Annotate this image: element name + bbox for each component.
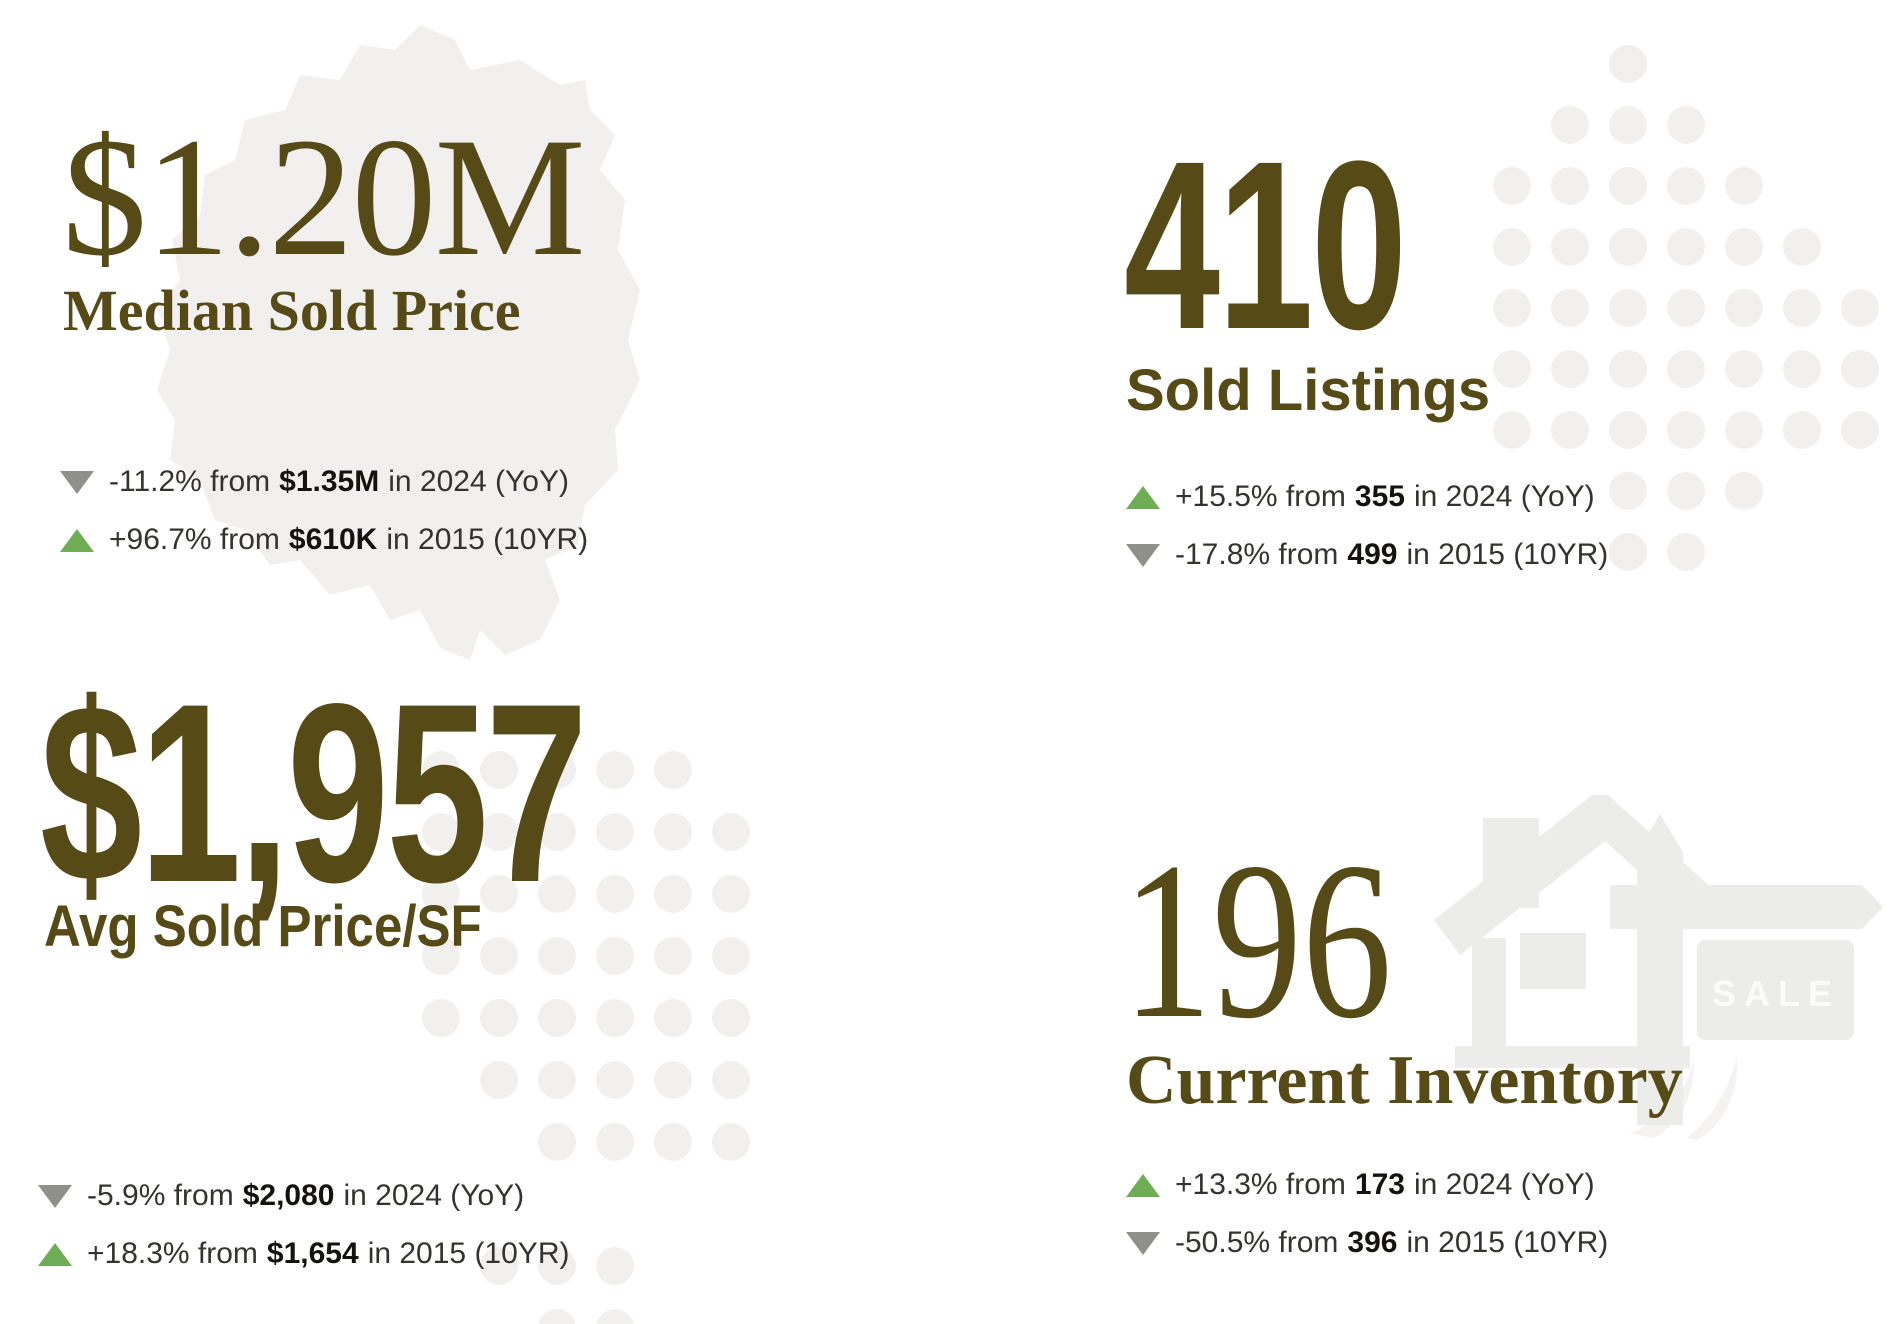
stat-suffix: in 2015 (10YR) [386,523,589,556]
stat-yoy: +13.3% from 173 in 2024 (YoY) [1126,1165,1608,1205]
wall-shape [1472,938,1506,1046]
stat-suffix: in 2015 (10YR) [1406,1226,1609,1259]
stat-value: 499 [1347,538,1398,571]
stat-prefix: -5.9% from [87,1179,234,1212]
triangle-up-icon [1126,485,1160,509]
triangle-up-icon [1126,1173,1160,1197]
current-inventory-value: 196 [1122,815,1392,1065]
sign-arm-shape [1610,885,1883,929]
stat-prefix: -17.8% from [1175,538,1339,571]
triangle-down-icon [1126,543,1160,567]
stat-suffix: in 2024 (YoY) [343,1179,525,1212]
island-blob-shape [157,25,640,660]
triangle-down-icon [38,1184,72,1208]
median-sold-price-value: $1.20M [62,103,586,291]
roof-shape [1434,795,1712,955]
triangle-down-icon [1126,1231,1160,1255]
window-shape [1520,933,1586,989]
stat-value: $1,654 [266,1237,359,1270]
stat-prefix: +15.5% from [1175,480,1346,513]
sold-listings-stats: +15.5% from 355 in 2024 (YoY) -17.8% fro… [1126,477,1608,593]
stat-prefix: +18.3% from [87,1237,258,1270]
median-sold-price-label: Median Sold Price [63,278,521,343]
stat-value: 355 [1354,480,1405,513]
sale-sign-text: SALE [1712,973,1840,1014]
stat-suffix: in 2024 (YoY) [388,465,569,498]
stat-value: $2,080 [242,1179,335,1212]
stat-value: $610K [288,523,378,556]
avg-sold-price-sf-stats: -5.9% from $2,080 in 2024 (YoY) +18.3% f… [38,1176,569,1292]
triangle-up-icon [38,1242,72,1266]
avg-sold-price-sf-label: Avg Sold Price/SF [44,894,482,959]
stat-value: 173 [1354,1168,1405,1201]
stat-suffix: in 2015 (10YR) [367,1237,570,1270]
stat-yoy: -11.2% from $1.35M in 2024 (YoY) [60,462,588,502]
triangle-up-icon [60,528,94,552]
triangle-down-icon [60,470,94,494]
house-sale-icon: SALE [1434,795,1883,1140]
stat-yoy: -5.9% from $2,080 in 2024 (YoY) [38,1176,569,1216]
stat-value: $1.35M [279,465,380,498]
stat-prefix: -11.2% from [109,465,271,498]
stat-suffix: in 2024 (YoY) [1413,1168,1595,1201]
sold-listings-value: 410 [1124,111,1407,379]
stat-suffix: in 2024 (YoY) [1413,480,1595,513]
stat-prefix: -50.5% from [1175,1226,1339,1259]
median-sold-price-stats: -11.2% from $1.35M in 2024 (YoY) +96.7% … [60,462,588,578]
sale-board-shape [1697,940,1854,1040]
stat-10yr: -50.5% from 396 in 2015 (10YR) [1126,1223,1608,1263]
avg-sold-price-sf-value: $1,957 [40,651,588,936]
stat-suffix: in 2015 (10YR) [1406,538,1609,571]
base-shape [1455,1046,1690,1068]
stat-value: 396 [1347,1226,1398,1259]
stat-10yr: +96.7% from $610K in 2015 (10YR) [60,520,588,560]
stat-prefix: +13.3% from [1175,1168,1346,1201]
stat-prefix: +96.7% from [109,523,280,556]
stat-10yr: -17.8% from 499 in 2015 (10YR) [1126,535,1608,575]
current-inventory-stats: +13.3% from 173 in 2024 (YoY) -50.5% fro… [1126,1165,1608,1281]
stat-yoy: +15.5% from 355 in 2024 (YoY) [1126,477,1608,517]
sold-listings-label: Sold Listings [1126,358,1491,423]
stat-10yr: +18.3% from $1,654 in 2015 (10YR) [38,1234,569,1274]
current-inventory-label: Current Inventory [1126,1042,1683,1119]
